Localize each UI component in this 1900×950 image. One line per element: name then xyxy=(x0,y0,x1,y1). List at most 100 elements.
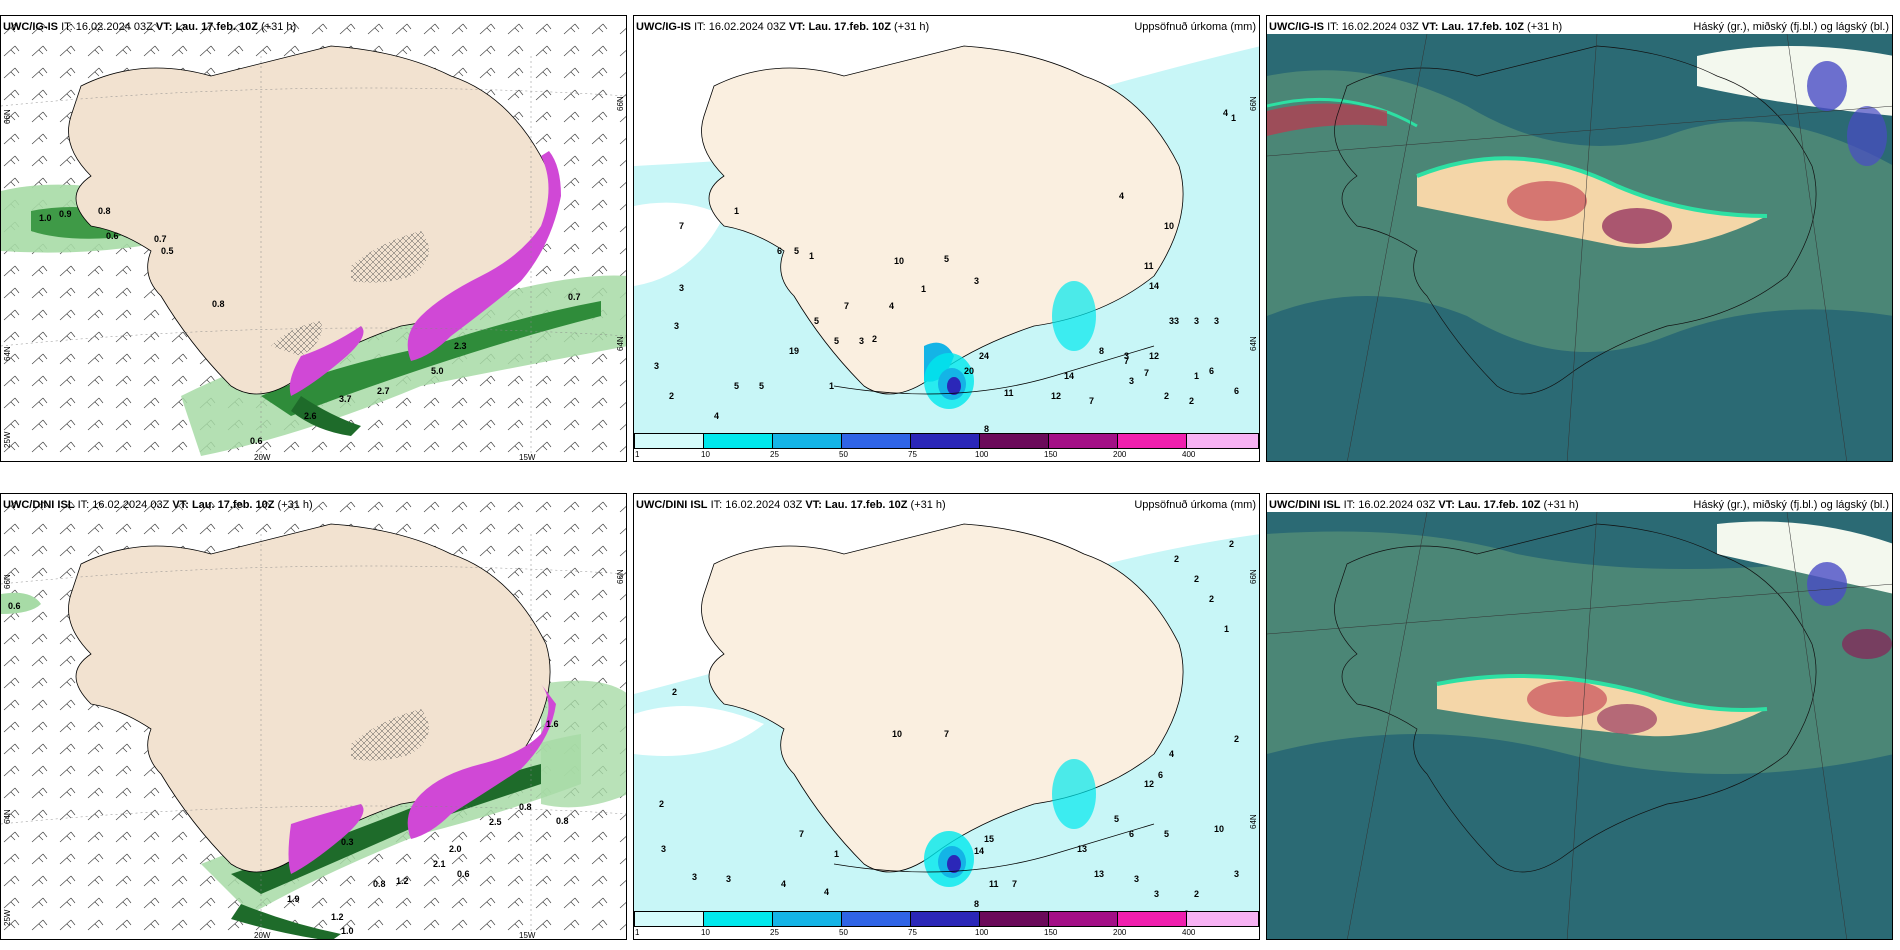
colorbar-tick: 10 xyxy=(701,928,710,937)
colorbar-swatch xyxy=(634,433,704,449)
precip-value: 2 xyxy=(659,799,665,809)
precip-value: 4 xyxy=(889,301,895,311)
precip-value: 11 xyxy=(1144,261,1154,271)
map-canvas xyxy=(1267,511,1892,939)
precip-value: 0.8 xyxy=(556,816,569,826)
precip-value: 3 xyxy=(674,321,680,331)
map-canvas xyxy=(634,523,1259,914)
precip-value: 3 xyxy=(859,336,865,346)
precip-value: 6 xyxy=(1209,366,1215,376)
precip-value: 13 xyxy=(1094,869,1105,879)
colorbar-swatch xyxy=(1117,433,1187,449)
colorbar-swatch xyxy=(910,911,980,927)
precip-value: 2 xyxy=(1194,574,1200,584)
precip-value: 2 xyxy=(672,687,678,697)
precip-value: 1 xyxy=(1194,371,1200,381)
precip-value: 10 xyxy=(1214,824,1225,834)
precip-value: 7 xyxy=(679,221,685,231)
precip-value: 0.6 xyxy=(457,869,470,879)
precip-value: 1.0 xyxy=(39,213,52,223)
panel-header: UWC/DINI ISL IT: 16.02.2024 03Z VT: Lau.… xyxy=(3,499,313,511)
precip-value: 2 xyxy=(1174,554,1180,564)
precip-value: 1.9 xyxy=(287,894,300,904)
precip-value: 3 xyxy=(1169,316,1175,326)
precip-value: 0.5 xyxy=(161,246,174,256)
lon-label: 25W xyxy=(3,431,12,448)
it-value: 16.02.2024 03Z xyxy=(725,499,803,511)
precip-value: 14 xyxy=(974,846,985,856)
panel-title: Uppsöfnuð úrkoma (mm) xyxy=(1134,21,1256,33)
precip-value: 15 xyxy=(984,834,995,844)
precip-value: 2 xyxy=(1234,734,1240,744)
vt-value: Lau. 17.feb. 10Z xyxy=(1441,21,1524,33)
colorbar-tick: 150 xyxy=(1044,928,1058,937)
colorbar-swatch xyxy=(910,433,980,449)
colorbar-tick: 10 xyxy=(701,450,710,459)
precip-value: 11 xyxy=(989,879,999,889)
it-value: 16.02.2024 03Z xyxy=(75,21,153,33)
colorbar-tick: 100 xyxy=(975,928,989,937)
it-value: 16.02.2024 03Z xyxy=(92,499,170,511)
colorbar-swatch xyxy=(634,911,704,927)
colorbar-swatch xyxy=(703,911,773,927)
it-label: IT: xyxy=(710,499,723,511)
it-value: 16.02.2024 03Z xyxy=(708,21,786,33)
precip-value: 3 xyxy=(1214,316,1220,326)
precip-value: 2 xyxy=(1189,396,1195,406)
precip-value: 2 xyxy=(1229,539,1235,549)
colorbar-tick: 50 xyxy=(839,450,848,459)
precip-value: 3 xyxy=(679,283,685,293)
lat-label: 66N xyxy=(1249,569,1258,584)
precip-value: 0.6 xyxy=(106,231,119,241)
precip-value: 2.1 xyxy=(433,859,446,869)
lead-time: (+31 h) xyxy=(277,499,313,511)
model-name: UWC/IG-IS xyxy=(3,21,58,33)
precip-value: 0.6 xyxy=(8,601,21,611)
precip-value: 3 xyxy=(661,844,667,854)
precip-value: 1.2 xyxy=(396,876,409,886)
precip-value: 0.6 xyxy=(250,436,263,446)
accumulated-precip-map-dini: UWC/DINI ISL IT: 16.02.2024 03Z VT: Lau.… xyxy=(633,493,1260,940)
lat-label: 64N xyxy=(1249,814,1258,829)
precip-value: 5 xyxy=(944,254,950,264)
model-name: UWC/DINI ISL xyxy=(1269,499,1341,511)
colorbar-tick: 150 xyxy=(1044,450,1058,459)
colorbar-swatch xyxy=(772,911,842,927)
vt-label: VT: xyxy=(1438,499,1455,511)
precip-value: 12 xyxy=(1149,351,1160,361)
precip-value: 7 xyxy=(844,301,850,311)
precip-value: 3 xyxy=(654,361,660,371)
precip-value: 7 xyxy=(1089,396,1095,406)
precip-value: 0.7 xyxy=(154,234,167,244)
lead-time: (+31 h) xyxy=(261,21,297,33)
colorbar-tick: 400 xyxy=(1182,928,1196,937)
colorbar-swatch xyxy=(1048,433,1118,449)
precip-value: 24 xyxy=(979,351,990,361)
lat-label: 64N xyxy=(1249,336,1258,351)
precip-value: 4 xyxy=(781,879,787,889)
vt-value: Lau. 17.feb. 10Z xyxy=(1457,499,1541,511)
lon-label: 15W xyxy=(519,931,536,940)
panel-title: Uppsöfnuð úrkoma (mm) xyxy=(1134,499,1256,511)
precip-value: 14 xyxy=(1064,371,1075,381)
precip-value: 3 xyxy=(692,872,698,882)
precip-value: 7 xyxy=(944,729,950,739)
precip-value: 5 xyxy=(734,381,740,391)
precip-value: 3.7 xyxy=(339,394,352,404)
precip-value: 0.8 xyxy=(373,879,386,889)
lon-label: 20W xyxy=(254,931,271,940)
map-canvas xyxy=(1,16,626,461)
precip-value: 3 xyxy=(1134,874,1140,884)
precip-value: 2.7 xyxy=(377,386,390,396)
precip-value: 4 xyxy=(824,887,830,897)
it-label: IT: xyxy=(694,21,706,33)
precip-value: 11 xyxy=(1004,388,1014,398)
lon-label: 15W xyxy=(519,453,536,462)
colorbar-tick: 400 xyxy=(1182,450,1196,459)
lat-label: 64N xyxy=(616,336,625,351)
precip-value: 10 xyxy=(894,256,905,266)
precip-value: 1 xyxy=(734,206,740,216)
precip-value: 0.8 xyxy=(212,299,225,309)
colorbar-swatch xyxy=(979,911,1049,927)
precip-value: 2 xyxy=(669,391,675,401)
